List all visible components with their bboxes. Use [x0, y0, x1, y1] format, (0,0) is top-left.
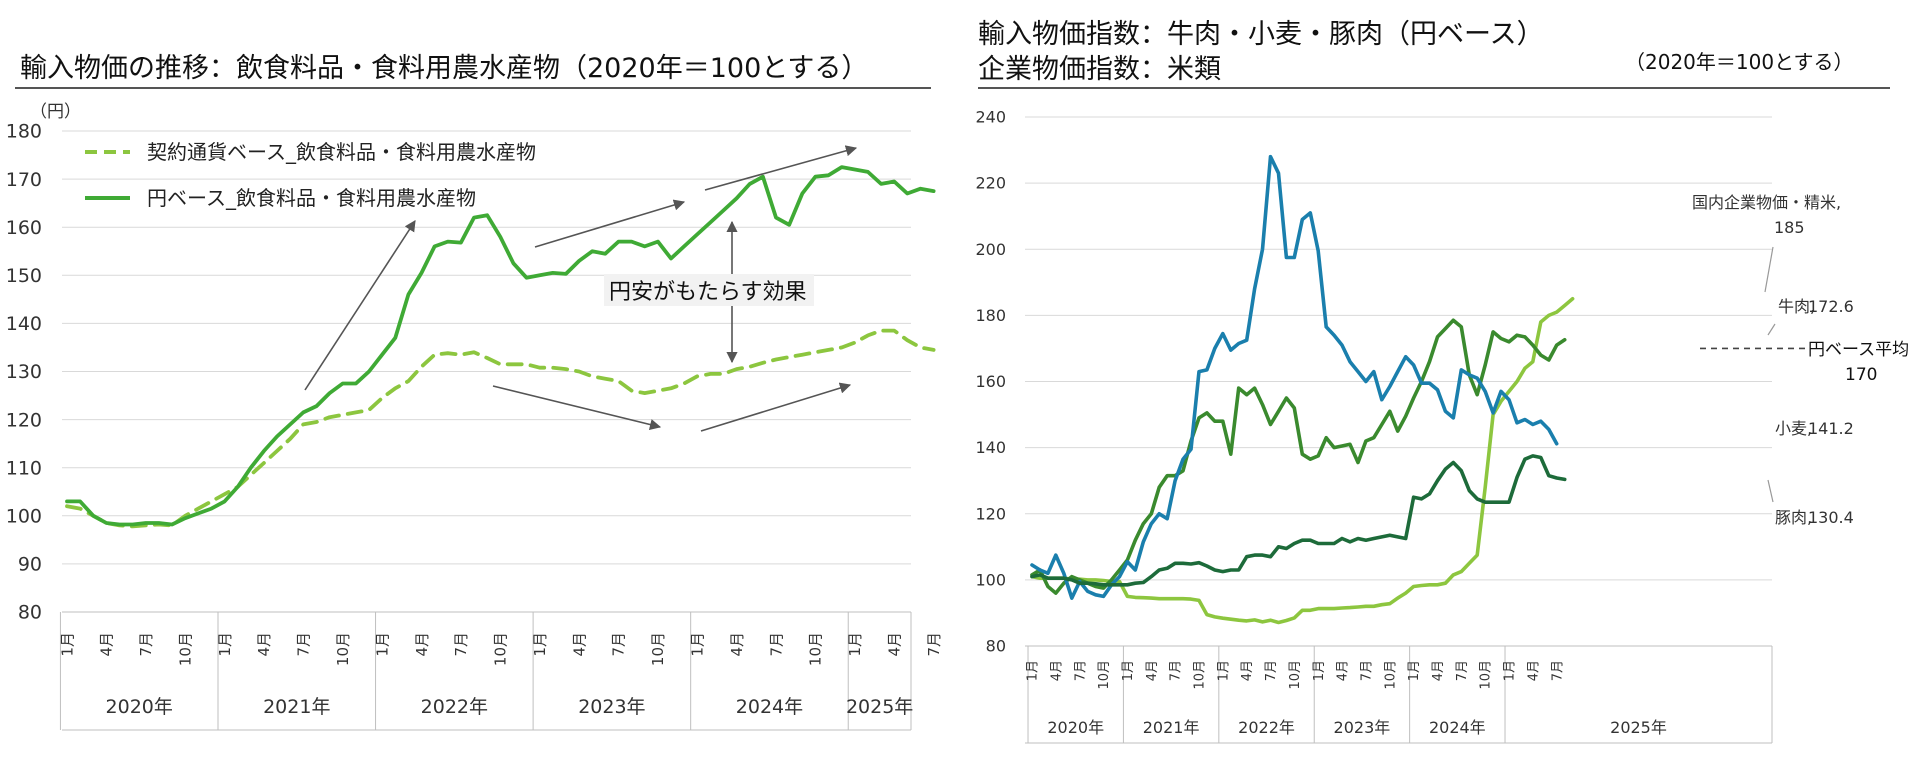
year-label: 2023年 — [578, 696, 645, 718]
y-tick-label: 100 — [6, 505, 42, 527]
y-tick-label: 80 — [18, 602, 42, 624]
y-tick-label: 160 — [6, 217, 42, 239]
y-tick-label: 110 — [6, 457, 42, 479]
year-label: 2022年 — [421, 696, 488, 718]
x-tick-label: 7月 — [295, 632, 313, 657]
right-chart-title-line2: 企業物価指数：米類 — [978, 54, 1221, 85]
trend-arrow-3 — [704, 145, 858, 191]
x-tick-label: 4月 — [570, 632, 588, 657]
y-tick-label: 150 — [6, 265, 42, 287]
x-tick-label: 7月 — [767, 632, 785, 657]
x-tick-label: 1月 — [688, 632, 706, 657]
x-tick-label: 1月 — [373, 632, 391, 657]
x-tick-label: 1月 — [531, 632, 549, 657]
left-y-unit: （円） — [30, 102, 81, 122]
y-tick-label: 90 — [18, 554, 42, 576]
trend-arrow-4 — [492, 385, 662, 431]
year-label: 2020年 — [106, 696, 173, 718]
x-tick-label: 7月 — [610, 632, 628, 657]
year-label: 2024年 — [736, 696, 803, 718]
x-tick-label: 4月 — [413, 632, 431, 657]
x-tick-label: 7月 — [925, 632, 943, 657]
year-label: 2025年 — [846, 696, 913, 718]
x-tick-label: 10月 — [492, 632, 510, 666]
trend-arrow-1 — [304, 220, 416, 391]
x-tick-label: 1月 — [58, 632, 76, 657]
effect-label-box — [604, 274, 814, 306]
right-chart-title-line1: 輸入物価指数：牛肉・小麦・豚肉（円ベース） — [978, 19, 1544, 50]
year-label: 2021年 — [263, 696, 330, 718]
x-tick-label: 10月 — [334, 632, 352, 666]
left-title-rule — [15, 87, 931, 89]
x-tick-label: 7月 — [137, 632, 155, 657]
right-title-rule — [978, 87, 1890, 89]
y-tick-label: 170 — [6, 169, 42, 191]
series-line-1 — [65, 165, 936, 527]
x-tick-label: 1月 — [846, 632, 864, 657]
x-tick-label: 10月 — [807, 632, 825, 666]
x-tick-label: 10月 — [649, 632, 667, 666]
effect-label: 円安がもたらす効果 — [609, 280, 807, 305]
x-tick-label: 1月 — [216, 632, 234, 657]
x-tick-label: 10月 — [176, 632, 194, 666]
y-tick-label: 180 — [6, 121, 42, 143]
x-tick-label: 7月 — [452, 632, 470, 657]
x-tick-label: 4月 — [728, 632, 746, 657]
trend-arrow-5 — [700, 382, 852, 432]
trend-arrow-2 — [534, 199, 686, 248]
x-tick-label: 4月 — [255, 632, 273, 657]
legend-label-0: 契約通貨ベース_飲食料品・食料用農水産物 — [147, 140, 536, 164]
legend-label-1: 円ベース_飲食料品・食料用農水産物 — [147, 186, 476, 210]
left-chart-title: 輸入物価の推移：飲食料品・食料用農水産物（2020年＝100とする） — [20, 53, 869, 84]
y-tick-label: 120 — [6, 409, 42, 431]
x-tick-label: 4月 — [98, 632, 116, 657]
series-line-0 — [65, 328, 936, 529]
x-tick-label: 4月 — [885, 632, 903, 657]
y-tick-label: 140 — [6, 313, 42, 335]
y-tick-label: 130 — [6, 361, 42, 383]
right-chart-base-note: （2020年＝100とする） — [1625, 50, 1854, 74]
